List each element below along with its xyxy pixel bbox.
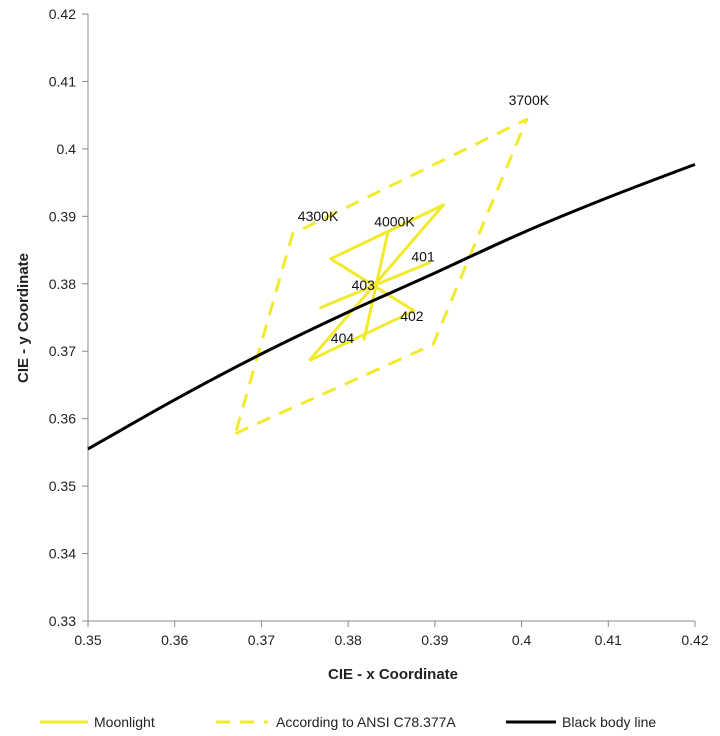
x-tick-label: 0.37: [248, 632, 275, 648]
x-tick-label: 0.42: [681, 632, 708, 648]
y-tick-label: 0.38: [49, 276, 76, 292]
annotation-404: 404: [331, 330, 355, 346]
y-tick-label: 0.33: [49, 613, 76, 629]
y-tick-label: 0.41: [49, 73, 76, 89]
annotation-layer: 3700K 4300K 4000K 401 403 402 404: [298, 92, 550, 346]
series-black-body-line: [87, 162, 696, 451]
y-tick-label: 0.34: [49, 546, 76, 562]
x-tick-label: 0.4: [512, 632, 532, 648]
y-ticks: 0.33 0.34 0.35 0.36 0.37 0.38 0.39 0.4 0.41 0.42: [49, 6, 88, 629]
series-line-according-to-ansi-c78-377a: [233, 117, 529, 435]
y-tick-label: 0.39: [49, 208, 76, 224]
legend-label-moonlight: Moonlight: [94, 714, 155, 730]
x-axis-title: CIE - x Coordinate: [328, 666, 458, 683]
annotation-3700k: 3700K: [509, 92, 550, 108]
x-ticks: 0.35 0.36 0.37 0.38 0.39 0.4 0.41 0.42: [74, 621, 709, 648]
y-tick-label: 0.36: [49, 411, 76, 427]
annotation-401: 401: [411, 249, 435, 265]
y-tick-label: 0.35: [49, 478, 76, 494]
legend-item-moonlight: Moonlight: [40, 714, 155, 730]
annotation-402: 402: [400, 308, 424, 324]
legend-label-black-body: Black body line: [562, 714, 656, 730]
y-tick-label: 0.42: [49, 6, 76, 22]
y-tick-label: 0.37: [49, 343, 76, 359]
y-axis-title: CIE - y Coordinate: [15, 253, 32, 383]
x-tick-label: 0.39: [421, 632, 448, 648]
annotation-4300k: 4300K: [298, 208, 339, 224]
legend-item-black-body: Black body line: [506, 714, 656, 730]
legend: Moonlight According to ANSI C78.377A Bla…: [40, 714, 656, 730]
y-tick-label: 0.4: [57, 141, 77, 157]
series-line-moonlight: [318, 260, 432, 310]
series-according-to-ansi-c78-377a: [233, 117, 529, 435]
series-moonlight: [307, 203, 445, 363]
x-tick-label: 0.35: [74, 632, 101, 648]
annotation-4000k: 4000K: [374, 213, 415, 229]
series-layer: [87, 117, 696, 451]
annotation-403: 403: [352, 277, 376, 293]
x-tick-label: 0.36: [161, 632, 188, 648]
x-tick-label: 0.38: [335, 632, 362, 648]
legend-label-ansi: According to ANSI C78.377A: [276, 714, 456, 730]
series-line-moonlight: [307, 203, 445, 363]
axes: [87, 14, 695, 622]
x-tick-label: 0.41: [595, 632, 622, 648]
legend-item-ansi: According to ANSI C78.377A: [216, 714, 456, 730]
series-line-black-body-line: [87, 162, 696, 451]
